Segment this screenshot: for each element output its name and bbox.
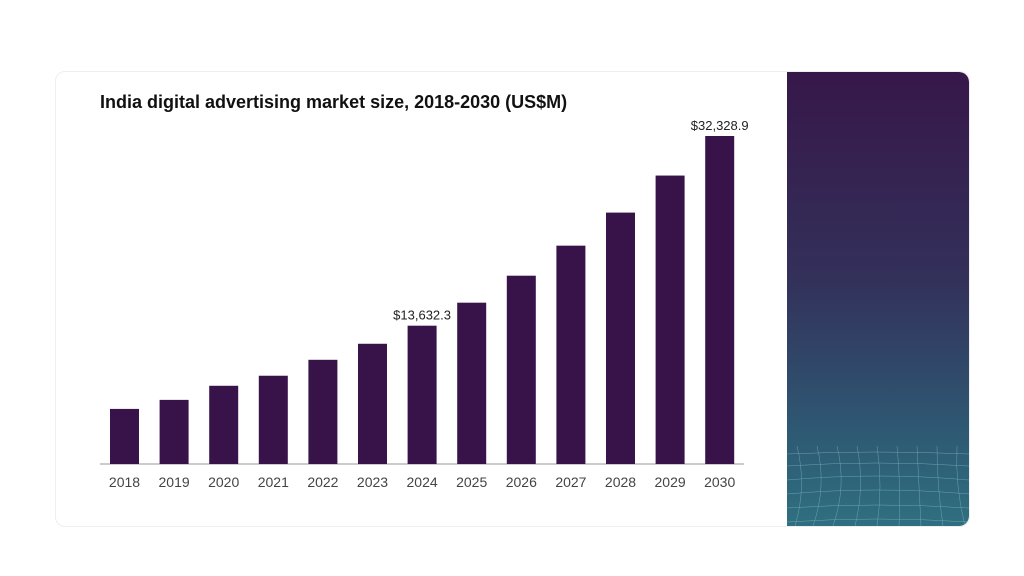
bar-2025 xyxy=(457,302,487,464)
x-tick-label: 2025 xyxy=(456,474,487,490)
mesh-decoration xyxy=(787,446,969,526)
bar-2022 xyxy=(308,359,338,464)
x-tick-label: 2026 xyxy=(506,474,537,490)
x-tick-label: 2030 xyxy=(704,474,735,490)
x-tick-label: 2021 xyxy=(258,474,289,490)
bar-2024 xyxy=(407,325,437,464)
bar-2021 xyxy=(258,375,288,464)
x-tick-label: 2018 xyxy=(109,474,140,490)
bar-2019 xyxy=(159,399,189,464)
bar-2027 xyxy=(556,245,586,464)
chart-title: India digital advertising market size, 2… xyxy=(100,92,568,112)
x-tick-label: 2024 xyxy=(407,474,438,490)
x-tick-label: 2019 xyxy=(159,474,190,490)
bar-2023 xyxy=(358,343,387,464)
bar-2028 xyxy=(606,212,635,464)
bar-2030 xyxy=(705,136,735,464)
x-tick-label: 2027 xyxy=(555,474,586,490)
bar-2026 xyxy=(506,275,536,464)
data-label-2024: $13,632.3 xyxy=(393,308,451,323)
x-tick-label: 2022 xyxy=(307,474,338,490)
x-tick-label: 2028 xyxy=(605,474,636,490)
decorative-side-panel xyxy=(787,72,969,526)
x-tick-label: 2029 xyxy=(655,474,686,490)
x-tick-label: 2020 xyxy=(208,474,239,490)
x-tick-label: 2023 xyxy=(357,474,388,490)
bar-2029 xyxy=(655,175,685,465)
data-label-2030: $32,328.9 xyxy=(691,118,749,133)
bar-2020 xyxy=(209,385,239,464)
bar-2018 xyxy=(110,408,139,464)
